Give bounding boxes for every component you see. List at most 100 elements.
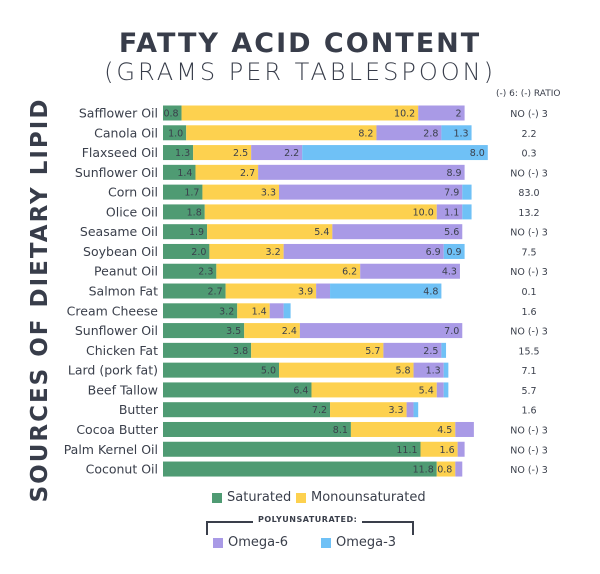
bar-segment-omega-3 xyxy=(441,125,472,141)
category-label: Cream Cheese xyxy=(67,303,159,318)
category-label: Lard (pork fat) xyxy=(68,363,158,378)
omega-6-swatch xyxy=(213,537,223,548)
bar-segment-saturated xyxy=(163,362,279,378)
bar-segment-omega-6 xyxy=(316,283,331,299)
data-label: 6.2 xyxy=(342,267,357,278)
data-label: 1.4 xyxy=(252,306,267,317)
monounsaturated-swatch xyxy=(296,492,306,503)
ratio-value: 0.3 xyxy=(521,149,536,160)
bar-segment-omega-6 xyxy=(418,105,465,121)
data-label: 2.7 xyxy=(208,287,223,298)
bar-segment-saturated xyxy=(163,342,252,358)
legend-label: Omega-6 xyxy=(228,535,289,550)
bar-segment-omega-3 xyxy=(283,303,291,319)
bar-segment-saturated xyxy=(163,283,226,299)
bar-segment-omega-6 xyxy=(251,145,303,161)
data-label: 3.5 xyxy=(226,326,241,337)
bar-segment-monounsaturated xyxy=(279,362,414,378)
data-label: 10.0 xyxy=(413,207,434,218)
bar-segment-monounsaturated xyxy=(420,441,458,457)
data-label: 3.2 xyxy=(219,306,234,317)
data-label: 6.9 xyxy=(426,247,441,258)
data-label: 2.4 xyxy=(282,326,297,337)
bar-segment-monounsaturated xyxy=(202,184,279,200)
bar-segment-monounsaturated xyxy=(195,164,259,180)
category-label: Sunflower Oil xyxy=(75,323,158,338)
bar-segment-omega-3 xyxy=(302,145,488,161)
saturated-swatch xyxy=(212,492,222,503)
bar-segment-monounsaturated xyxy=(330,402,407,418)
data-label: 2.5 xyxy=(233,148,248,159)
ratio-value: NO (-) 3 xyxy=(510,109,548,120)
data-label: 2.2 xyxy=(284,148,299,159)
bar-segment-saturated xyxy=(163,421,351,437)
data-label: 5.7 xyxy=(365,346,380,357)
bar-segment-saturated xyxy=(163,382,312,398)
data-label: 7.0 xyxy=(444,326,459,337)
data-label: 3.3 xyxy=(388,405,403,416)
bar-segment-saturated xyxy=(163,402,331,418)
bar-segment-saturated xyxy=(163,145,194,161)
bar-segment-omega-6 xyxy=(258,164,465,180)
data-label: 0.9 xyxy=(446,247,461,258)
bar-segment-omega-6 xyxy=(436,204,463,220)
legend-label: Saturated xyxy=(227,490,292,505)
bar-segment-saturated xyxy=(163,303,238,319)
data-label: 3.2 xyxy=(266,247,281,258)
bar-segment-omega-3 xyxy=(413,402,419,418)
category-label: Coconut Oil xyxy=(86,462,158,477)
category-label: Peanut Oil xyxy=(94,264,158,279)
legend-item-monounsaturated: Monounsaturated xyxy=(296,490,426,505)
ratio-value: 5.7 xyxy=(521,386,536,397)
bar-segment-monounsaturated xyxy=(311,382,437,398)
chart-subtitle: (GRAMS PER TABLESPOON) xyxy=(104,58,496,86)
data-label: 5.4 xyxy=(314,227,329,238)
ratio-value: 2.2 xyxy=(521,129,536,140)
bar-segment-monounsaturated xyxy=(251,342,384,358)
data-label: 2.0 xyxy=(191,247,206,258)
bar-segment-saturated xyxy=(163,184,203,200)
bar-segment-omega-6 xyxy=(455,421,474,437)
data-label: 3.8 xyxy=(233,346,248,357)
ratio-value: 13.2 xyxy=(518,208,539,219)
bar-segment-saturated xyxy=(163,323,245,339)
bar-segment-omega-6 xyxy=(332,224,463,240)
data-label: 5.0 xyxy=(261,366,276,377)
bar-segment-omega-3 xyxy=(462,204,472,220)
omega-3-swatch xyxy=(321,537,331,548)
bar-segment-omega-6 xyxy=(283,243,444,259)
legend-label: Omega-3 xyxy=(336,535,397,550)
bar-segment-saturated xyxy=(163,441,421,457)
bar-segment-monounsaturated xyxy=(244,323,300,339)
data-label: 5.6 xyxy=(444,227,459,238)
bar-segment-omega-6 xyxy=(406,402,414,418)
category-label: Safflower Oil xyxy=(79,106,158,121)
legend-label: Monounsaturated xyxy=(311,490,426,505)
category-label: Canola Oil xyxy=(94,125,158,140)
ratio-value: 0.1 xyxy=(521,287,536,298)
data-label: 4.5 xyxy=(437,425,452,436)
category-label: Soybean Oil xyxy=(83,244,158,259)
bar-segment-omega-3 xyxy=(443,362,449,378)
ratio-value: NO (-) 3 xyxy=(510,327,548,338)
ratio-value: NO (-) 3 xyxy=(510,267,548,278)
bar-segment-monounsaturated xyxy=(207,224,333,240)
data-label: 2.5 xyxy=(423,346,438,357)
bar-segment-monounsaturated xyxy=(350,421,456,437)
ratio-value: NO (-) 3 xyxy=(510,168,548,179)
legend-item-saturated: Saturated xyxy=(212,490,291,505)
ratio-value: NO (-) 3 xyxy=(510,445,548,456)
data-label: 1.1 xyxy=(444,207,459,218)
category-label: Seasame Oil xyxy=(80,224,158,239)
legend-item-omega-6: Omega-6 xyxy=(213,535,288,550)
category-label: Olice Oil xyxy=(106,204,158,219)
data-label: 1.3 xyxy=(426,366,441,377)
category-label: Palm Kernel Oil xyxy=(64,442,158,457)
category-label: Flaxseed Oil xyxy=(82,145,158,160)
category-label: Cocoa Butter xyxy=(76,422,159,437)
data-label: 0.8 xyxy=(163,109,178,120)
bar-segment-monounsaturated xyxy=(216,263,361,279)
category-label: Chicken Fat xyxy=(86,343,158,358)
data-label: 4.8 xyxy=(423,287,438,298)
